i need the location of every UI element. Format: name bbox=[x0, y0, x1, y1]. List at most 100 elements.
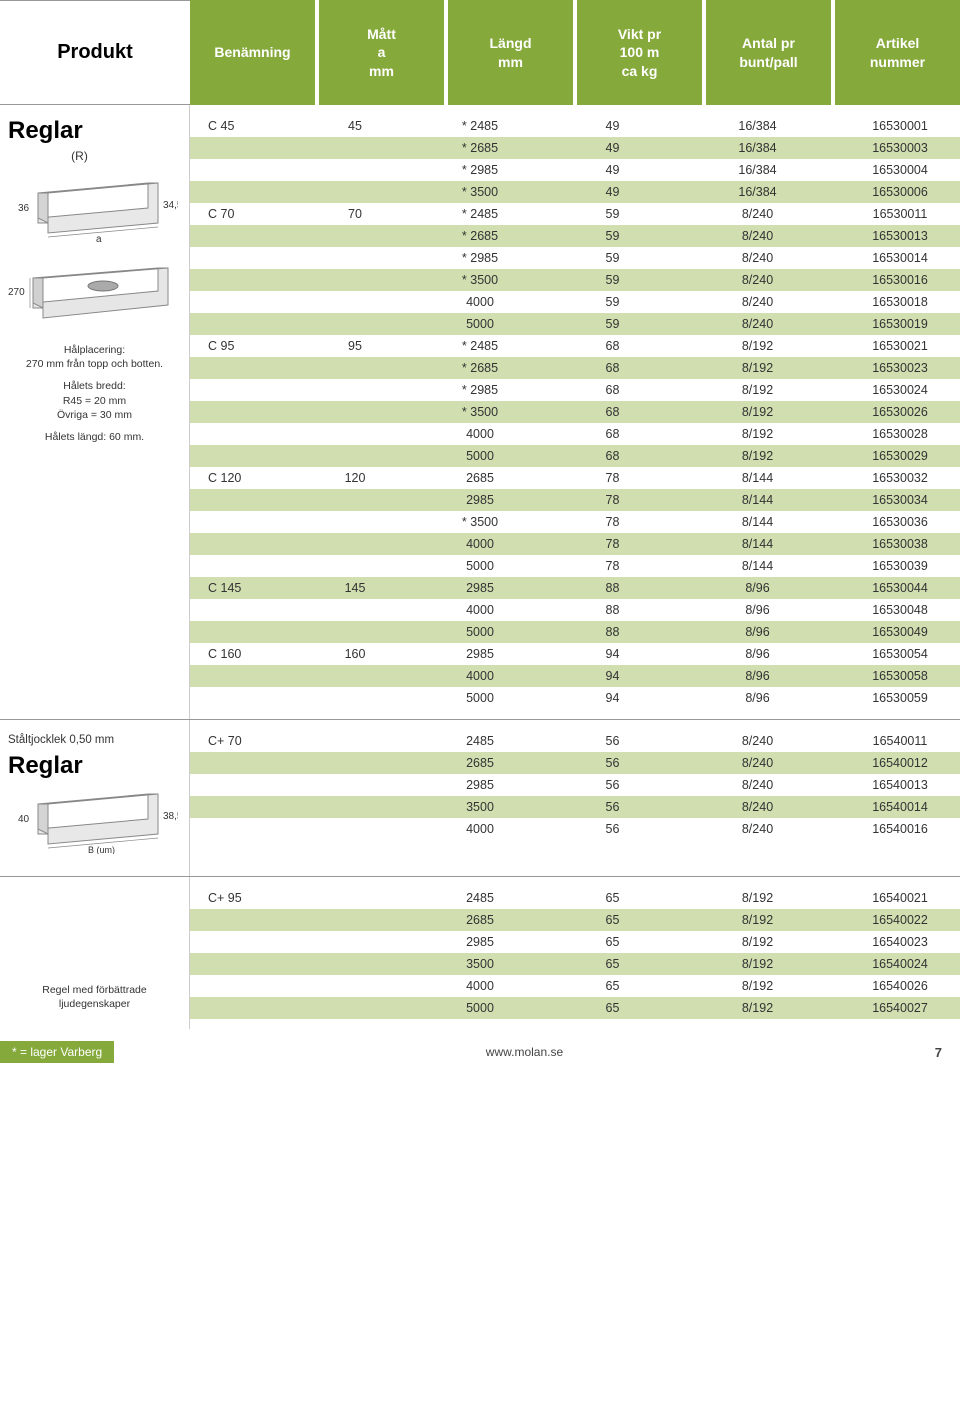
cell: 4000 bbox=[410, 599, 550, 621]
cell: 2485 bbox=[410, 730, 550, 752]
cell: 16530026 bbox=[840, 401, 960, 423]
table-row: 5000788/14416530039 bbox=[190, 555, 960, 577]
cell: 8/192 bbox=[675, 997, 840, 1019]
cell: C+ 95 bbox=[190, 887, 300, 909]
table-row: C 1201202685788/14416530032 bbox=[190, 467, 960, 489]
cell: C 45 bbox=[190, 115, 300, 137]
cell: 5000 bbox=[410, 445, 550, 467]
cell: 45 bbox=[300, 115, 410, 137]
cell: 8/240 bbox=[675, 291, 840, 313]
cell: 3500 bbox=[410, 796, 550, 818]
table-row: * 2685598/24016530013 bbox=[190, 225, 960, 247]
cell: * 2685 bbox=[410, 357, 550, 379]
cell bbox=[190, 225, 300, 247]
cell: 16530006 bbox=[840, 181, 960, 203]
cell bbox=[300, 247, 410, 269]
table-row: 4000658/19216540026 bbox=[190, 975, 960, 997]
cell: 2985 bbox=[410, 577, 550, 599]
cell: 68 bbox=[550, 423, 675, 445]
cell: 16540024 bbox=[840, 953, 960, 975]
table-row: C+ 952485658/19216540021 bbox=[190, 887, 960, 909]
cell: 68 bbox=[550, 379, 675, 401]
cell: 4000 bbox=[410, 818, 550, 840]
cell: 94 bbox=[550, 643, 675, 665]
cell: 16530034 bbox=[840, 489, 960, 511]
cell: 16540014 bbox=[840, 796, 960, 818]
cell: 4000 bbox=[410, 423, 550, 445]
cell: 8/192 bbox=[675, 357, 840, 379]
cell: 5000 bbox=[410, 313, 550, 335]
cell: 16540011 bbox=[840, 730, 960, 752]
profile-diagram-1: 36 34,5 a bbox=[8, 173, 178, 243]
cell: 8/192 bbox=[675, 887, 840, 909]
cell: 2685 bbox=[410, 909, 550, 931]
cell: 68 bbox=[550, 401, 675, 423]
cell: 16530014 bbox=[840, 247, 960, 269]
cell bbox=[190, 159, 300, 181]
section-title: Reglar bbox=[8, 117, 181, 145]
table-row: 4000888/9616530048 bbox=[190, 599, 960, 621]
cell: 16530024 bbox=[840, 379, 960, 401]
data-table-1: C 4545* 24854916/38416530001* 26854916/3… bbox=[190, 105, 960, 719]
table-row: 3500568/24016540014 bbox=[190, 796, 960, 818]
cell bbox=[300, 887, 410, 909]
cell bbox=[300, 621, 410, 643]
cell: C+ 70 bbox=[190, 730, 300, 752]
cell: 16530029 bbox=[840, 445, 960, 467]
cell: 8/96 bbox=[675, 665, 840, 687]
cell: 3500 bbox=[410, 953, 550, 975]
table-header: Produkt Benämning Mått a mm Längd mm Vik… bbox=[0, 0, 960, 105]
cell bbox=[300, 931, 410, 953]
cell: 8/240 bbox=[675, 774, 840, 796]
cell: 2985 bbox=[410, 489, 550, 511]
table-row: 4000598/24016530018 bbox=[190, 291, 960, 313]
cell: 59 bbox=[550, 225, 675, 247]
cell bbox=[190, 796, 300, 818]
cell bbox=[190, 247, 300, 269]
cell: 88 bbox=[550, 621, 675, 643]
cell: 49 bbox=[550, 159, 675, 181]
cell: 68 bbox=[550, 445, 675, 467]
cell bbox=[190, 599, 300, 621]
cell bbox=[190, 379, 300, 401]
page-footer: * = lager Varberg www.molan.se 7 bbox=[0, 1039, 960, 1065]
cell bbox=[300, 687, 410, 709]
table-row: 4000568/24016540016 bbox=[190, 818, 960, 840]
cell: 8/240 bbox=[675, 247, 840, 269]
table-row: * 2985688/19216530024 bbox=[190, 379, 960, 401]
cell: * 2685 bbox=[410, 225, 550, 247]
cell: 49 bbox=[550, 115, 675, 137]
dim-left-2: 40 bbox=[18, 814, 30, 825]
cell: 59 bbox=[550, 291, 675, 313]
header-col-benamning: Benämning bbox=[190, 0, 319, 105]
section-left-3: Regel med förbättrade ljudegenskaper bbox=[0, 877, 190, 1029]
cell bbox=[190, 665, 300, 687]
staltjocklek-label: Ståltjocklek 0,50 mm bbox=[8, 734, 181, 746]
cell: 8/192 bbox=[675, 445, 840, 467]
cell: 16/384 bbox=[675, 115, 840, 137]
cell: 16530003 bbox=[840, 137, 960, 159]
cell: 49 bbox=[550, 137, 675, 159]
section-left-2: Ståltjocklek 0,50 mm Reglar 40 38,5 B (u… bbox=[0, 720, 190, 876]
cell: C 120 bbox=[190, 467, 300, 489]
cell bbox=[190, 621, 300, 643]
cell: 56 bbox=[550, 818, 675, 840]
footer-center: www.molan.se bbox=[486, 1045, 563, 1059]
dim-right-2: 38,5 bbox=[163, 811, 178, 822]
cell: 120 bbox=[300, 467, 410, 489]
cell: 56 bbox=[550, 752, 675, 774]
cell: 5000 bbox=[410, 997, 550, 1019]
cell: 8/192 bbox=[675, 953, 840, 975]
cell: 16530021 bbox=[840, 335, 960, 357]
dim-left: 36 bbox=[18, 203, 30, 214]
cell bbox=[190, 357, 300, 379]
cell: 16530018 bbox=[840, 291, 960, 313]
cell: * 2985 bbox=[410, 159, 550, 181]
table-row: 5000688/19216530029 bbox=[190, 445, 960, 467]
cell: 8/192 bbox=[675, 401, 840, 423]
section-title-2: Reglar bbox=[8, 752, 181, 780]
cell: 16530039 bbox=[840, 555, 960, 577]
cell: 8/240 bbox=[675, 313, 840, 335]
table-row: 5000888/9616530049 bbox=[190, 621, 960, 643]
cell: * 2685 bbox=[410, 137, 550, 159]
